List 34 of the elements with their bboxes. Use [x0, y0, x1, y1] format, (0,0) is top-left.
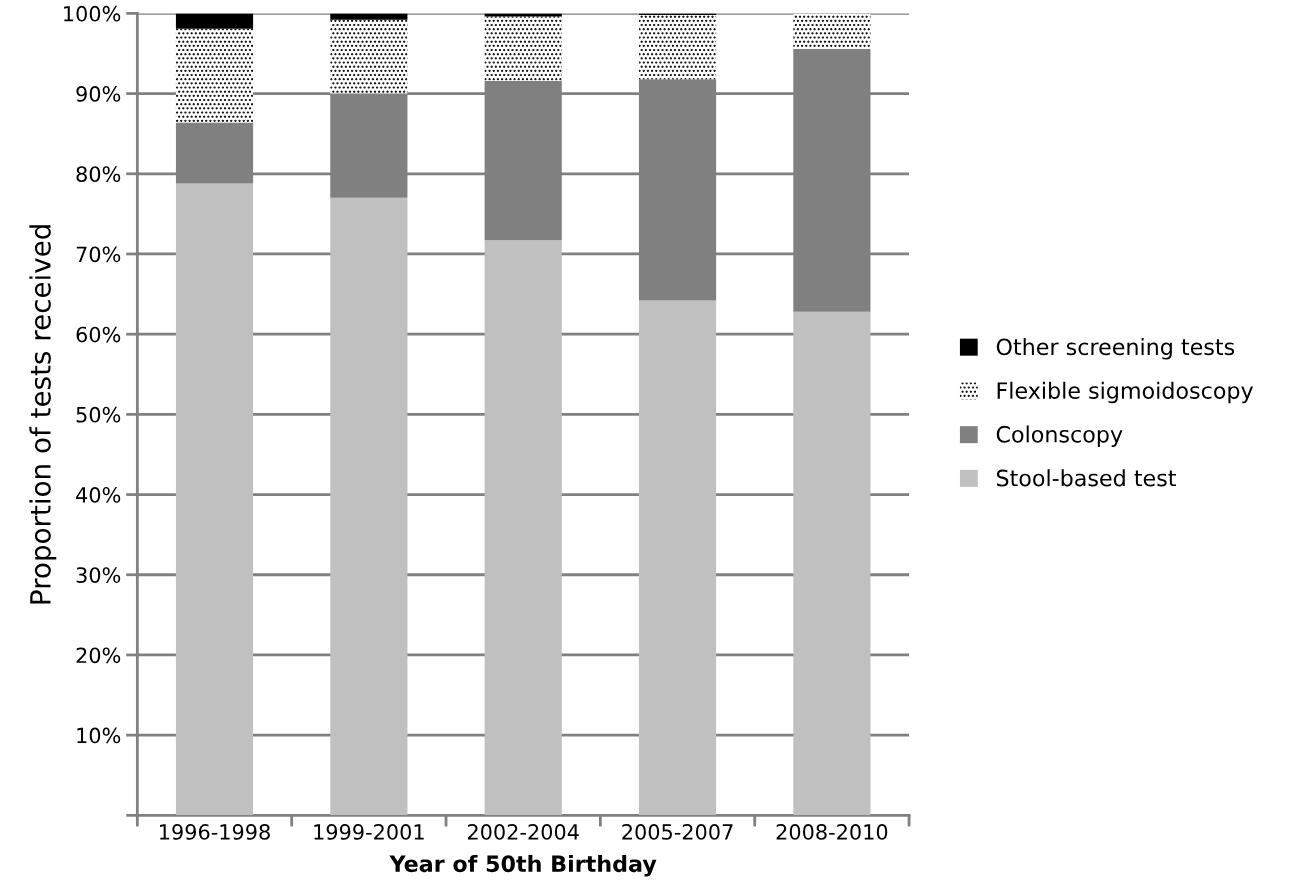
- bar: [330, 19, 408, 94]
- bar: [484, 16, 562, 81]
- bar: [638, 15, 717, 80]
- bar: [330, 13, 408, 20]
- x-tick-label: 1999-2001: [314, 824, 424, 840]
- y-tick-label: 10%: [77, 727, 121, 744]
- y-axis-title: Proportion of tests received: [29, 225, 57, 604]
- x-axis-title: Year of 50th Birthday: [389, 854, 657, 877]
- y-tick-label: 90%: [76, 86, 121, 102]
- legend-label: Other screening tests: [996, 338, 1235, 360]
- bar: [638, 300, 717, 816]
- bar: [484, 240, 562, 816]
- bar: [793, 311, 871, 816]
- legend-label: Stool-based test: [996, 469, 1176, 487]
- y-tick-label: 100%: [64, 5, 121, 22]
- bar: [175, 28, 254, 123]
- y-tick-label: 60%: [76, 326, 121, 343]
- y-tick-label: 30%: [76, 567, 121, 583]
- x-tick-label: 2005-2007: [622, 824, 733, 840]
- x-tick-label: 2008-2010: [776, 824, 888, 840]
- y-tick-label: 20%: [76, 647, 121, 664]
- bar: [793, 13, 871, 49]
- y-tick-label: 40%: [76, 487, 121, 503]
- x-tick-label: 2002-2004: [467, 824, 579, 840]
- y-tick-label: 50%: [76, 406, 121, 423]
- bar: [484, 13, 562, 17]
- legend-label: Flexible sigmoidoscopy: [997, 381, 1254, 404]
- y-tick-label: 80%: [76, 166, 121, 182]
- bar: [175, 183, 254, 816]
- y-tick-label: 70%: [76, 246, 121, 263]
- bar: [175, 13, 254, 29]
- legend-label: Colonscopy: [996, 425, 1123, 447]
- bar: [330, 197, 408, 816]
- x-tick-label: 1996-1998: [160, 824, 270, 840]
